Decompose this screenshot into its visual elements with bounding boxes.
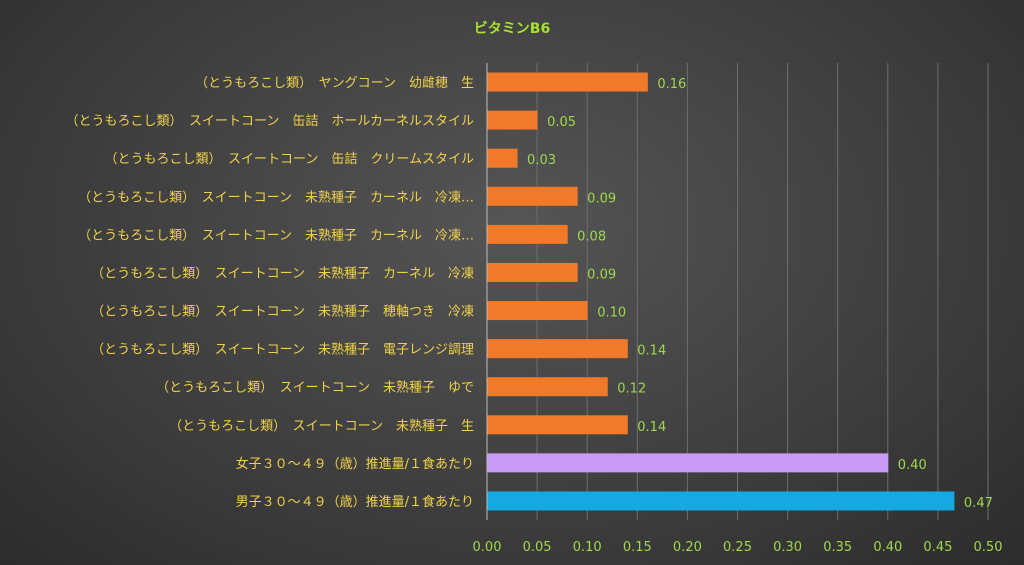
data-label: 0.14 (637, 344, 666, 359)
data-label: 0.09 (587, 267, 616, 282)
x-tick-label: 0.15 (623, 540, 652, 555)
category-label: （とうもろこし類） スイートコーン 缶詰 ホールカーネルスタイル (66, 113, 474, 129)
bar (487, 377, 608, 397)
bar (487, 453, 889, 473)
bar (487, 224, 568, 244)
bar (487, 110, 538, 130)
data-label: 0.16 (657, 77, 686, 92)
bar (487, 148, 518, 168)
bar (487, 72, 648, 92)
x-tick-label: 0.05 (523, 540, 552, 555)
x-tick-label: 0.50 (974, 540, 1003, 555)
bar (487, 339, 628, 359)
bar (487, 186, 578, 206)
category-label: （とうもろこし類） スイートコーン 未熟種子 カーネル 冷凍… (78, 189, 474, 205)
x-tick-label: 0.10 (573, 540, 602, 555)
data-label: 0.40 (898, 458, 927, 473)
bar (487, 262, 578, 282)
category-label: （とうもろこし類） スイートコーン 未熟種子 カーネル 冷凍… (78, 227, 474, 243)
category-label: 男子３０～４９（歳）推進量/１食あたり (236, 494, 474, 510)
data-label: 0.05 (547, 115, 576, 130)
category-label: （とうもろこし類） スイートコーン 未熟種子 電子レンジ調理 (91, 342, 474, 358)
category-label: （とうもろこし類） スイートコーン 未熟種子 穂軸つき 冷凍 (91, 304, 474, 320)
x-tick-label: 0.35 (823, 540, 852, 555)
x-tick-label: 0.40 (873, 540, 902, 555)
category-label: （とうもろこし類） スイートコーン 未熟種子 カーネル 冷凍 (91, 265, 474, 281)
bar (487, 415, 628, 435)
category-label: （とうもろこし類） スイートコーン 缶詰 クリームスタイル (105, 151, 474, 167)
x-tick-label: 0.30 (773, 540, 802, 555)
data-label: 0.03 (527, 153, 556, 168)
data-label: 0.08 (577, 229, 606, 244)
category-label: （とうもろこし類） スイートコーン 未熟種子 生 (169, 418, 474, 434)
bar (487, 301, 588, 321)
chart-title: ビタミンB6 (474, 21, 550, 37)
bar (487, 491, 955, 511)
x-tick-label: 0.00 (473, 540, 502, 555)
data-label: 0.47 (964, 496, 993, 511)
category-label: 女子３０～４９（歳）推進量/１食あたり (236, 456, 474, 472)
data-label: 0.10 (597, 306, 626, 321)
data-label: 0.09 (587, 191, 616, 206)
category-label: （とうもろこし類） ヤングコーン 幼雌穂 生 (195, 75, 474, 91)
x-tick-label: 0.25 (723, 540, 752, 555)
x-tick-label: 0.20 (673, 540, 702, 555)
data-label: 0.14 (637, 420, 666, 435)
x-tick-label: 0.45 (923, 540, 952, 555)
category-label: （とうもろこし類） スイートコーン 未熟種子 ゆで (156, 380, 474, 396)
data-label: 0.12 (617, 382, 646, 397)
